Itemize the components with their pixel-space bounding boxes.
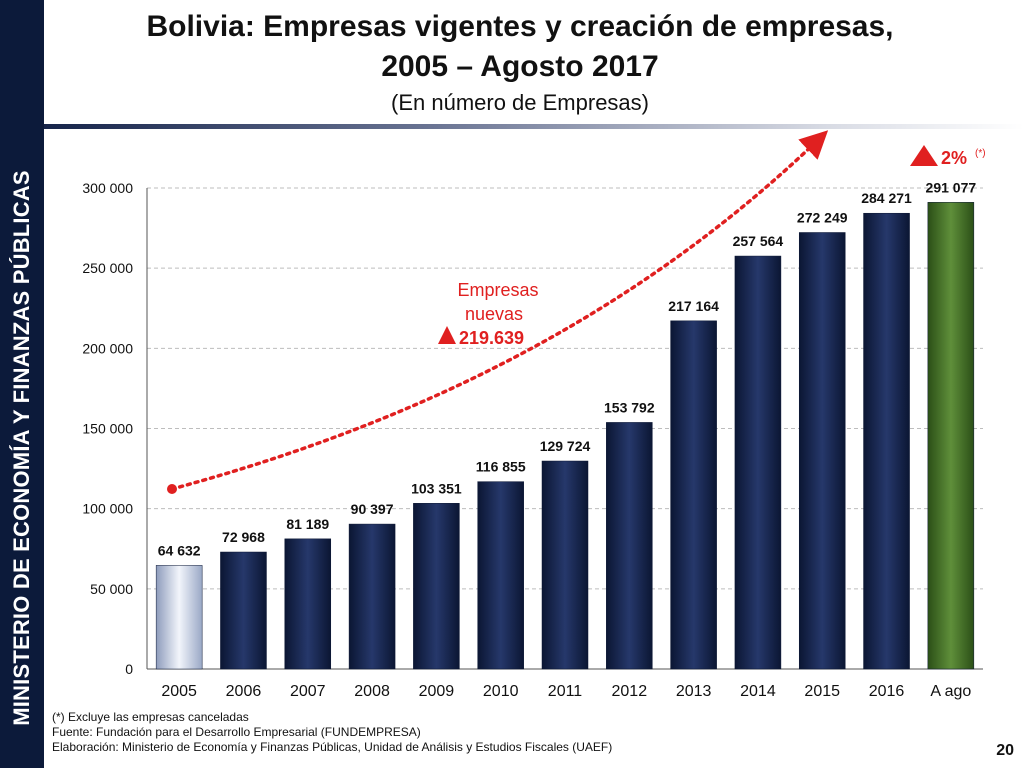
up-triangle-icon — [910, 145, 938, 166]
y-tick-label: 100 000 — [82, 501, 133, 517]
footnotes: (*) Excluye las empresas canceladas Fuen… — [52, 710, 612, 755]
x-tick-label: 2014 — [740, 683, 776, 700]
data-label: 291 077 — [926, 179, 977, 195]
bar — [348, 523, 396, 670]
x-tick-label: 2013 — [676, 683, 712, 700]
data-label: 284 271 — [861, 190, 912, 206]
bar — [670, 320, 717, 670]
data-label: 129 724 — [540, 438, 591, 454]
bar — [220, 551, 267, 670]
title-divider — [44, 124, 1024, 129]
annotation-value: 219.639 — [459, 328, 524, 348]
x-tick-label: A ago — [930, 683, 971, 700]
x-tick-label: 2012 — [612, 683, 648, 700]
bar — [927, 202, 975, 670]
data-label: 153 792 — [604, 399, 655, 415]
x-tick-label: 2010 — [483, 683, 519, 700]
bar-chart: 0 50 000 100 000 150 000 200 000 250 000 300 0… — [82, 130, 986, 705]
bar — [413, 503, 460, 670]
bar — [541, 460, 589, 670]
data-label: 103 351 — [411, 480, 462, 496]
title-line-2: 2005 – Agosto 2017 — [381, 50, 659, 83]
y-tick-label: 300 000 — [82, 180, 133, 196]
trend-arrow — [170, 130, 829, 491]
y-tick-label: 150 000 — [82, 421, 133, 437]
data-label: 81 189 — [286, 516, 329, 532]
trend-start-dot — [167, 484, 177, 494]
growth-note: (*) — [975, 148, 986, 159]
footnote-excluded: (*) Excluye las empresas canceladas — [52, 710, 249, 724]
y-tick-label: 200 000 — [82, 340, 133, 356]
x-tick-label: 2009 — [419, 683, 455, 700]
y-tick-label: 50 000 — [90, 581, 133, 597]
annotation-label: Empresas — [457, 280, 538, 300]
title-line-1: Bolivia: Empresas vigentes y creación de… — [146, 10, 894, 43]
x-tick-label: 2011 — [548, 683, 583, 700]
x-tick-label: 2006 — [226, 683, 262, 700]
data-label: 217 164 — [668, 298, 719, 314]
x-tick-label: 2015 — [804, 683, 840, 700]
data-label: 72 968 — [222, 529, 265, 545]
footnote-source: Fuente: Fundación para el Desarrollo Emp… — [52, 725, 421, 739]
x-tick-label: 2007 — [290, 683, 326, 700]
page-number: 20 — [996, 742, 1014, 759]
data-label: 116 855 — [476, 459, 526, 475]
y-tick-label: 250 000 — [82, 260, 133, 276]
growth-value: 2% — [941, 148, 967, 168]
x-tick-label: 2017 — [933, 703, 969, 705]
up-triangle-icon — [438, 326, 456, 344]
bar — [734, 255, 782, 670]
bar — [477, 481, 524, 670]
x-tick-label: 2008 — [354, 683, 390, 700]
bar — [798, 232, 846, 670]
data-label: 272 249 — [797, 209, 848, 225]
data-label: 90 397 — [351, 501, 394, 517]
bar — [155, 565, 203, 670]
footnote-elaboration: Elaboración: Ministerio de Economía y Fi… — [52, 740, 613, 754]
ministry-sidebar: MINISTERIO DE ECONOMÍA Y FINANZAS PÚBLIC… — [0, 0, 44, 768]
subtitle: (En número de Empresas) — [391, 90, 649, 115]
bar — [284, 538, 332, 670]
bar — [606, 422, 653, 670]
data-label: 257 564 — [733, 233, 784, 249]
bar — [863, 212, 910, 670]
data-label: 64 632 — [158, 542, 201, 558]
y-tick-label: 0 — [125, 661, 133, 677]
x-tick-label: 2016 — [869, 683, 905, 700]
annotation-label: nuevas — [465, 304, 523, 324]
x-tick-label: 2005 — [161, 683, 197, 700]
